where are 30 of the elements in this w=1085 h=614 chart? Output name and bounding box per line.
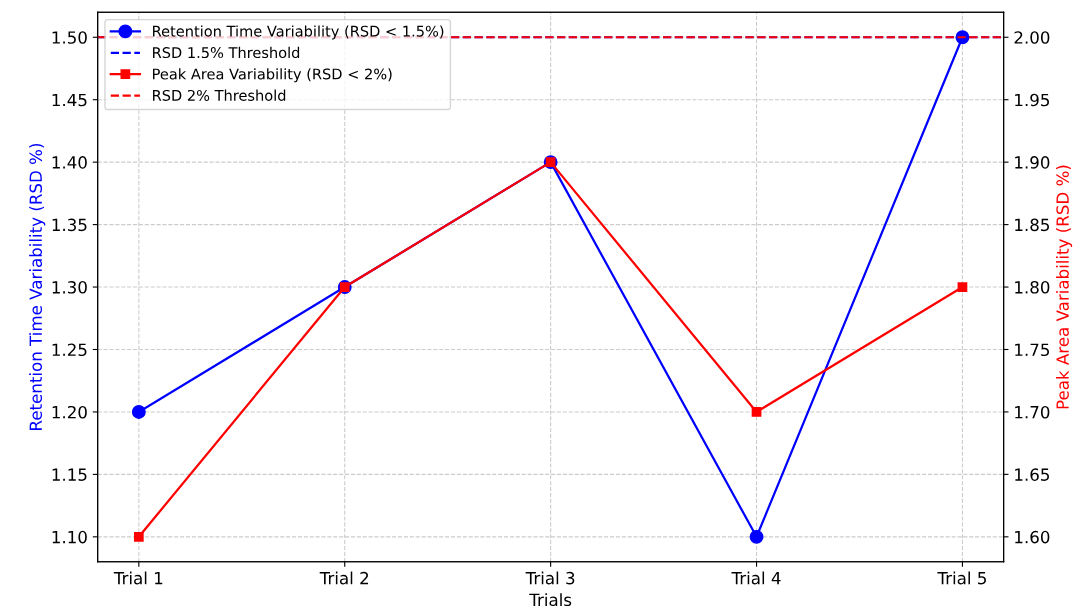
y2-tick-label: 1.95 bbox=[1015, 93, 1049, 107]
y-tick-label: 1.15 bbox=[52, 468, 87, 481]
y2-tick-label: 1.60 bbox=[1015, 530, 1050, 544]
y-tick-label: 1.40 bbox=[52, 156, 87, 169]
x-tick-label: Trial 5 bbox=[937, 571, 986, 585]
y2-tick-label: 1.65 bbox=[1015, 468, 1049, 481]
y2-tick-label: 1.70 bbox=[1015, 405, 1050, 419]
legend-label: RSD 2% Threshold bbox=[153, 89, 286, 101]
y-tick-label: 1.20 bbox=[52, 405, 87, 419]
y-axis-title: Retention Time Variability (RSD %) bbox=[29, 143, 46, 430]
x-tick-label: Trial 3 bbox=[525, 571, 575, 585]
y-tick-label: 1.45 bbox=[52, 93, 87, 107]
y-tick-label: 1.50 bbox=[52, 31, 87, 44]
y-tick-label: 1.35 bbox=[52, 218, 87, 232]
y-tick-label: 1.10 bbox=[52, 530, 87, 544]
x-tick-label: Trial 4 bbox=[731, 571, 781, 585]
legend-label: Peak Area Variability (RSD < 2%) bbox=[153, 68, 392, 83]
y2-axis-title: Peak Area Variability (RSD %) bbox=[1056, 165, 1073, 409]
y2-tick-label: 1.85 bbox=[1015, 218, 1049, 232]
legend-label: RSD 1.5% Threshold bbox=[153, 46, 300, 59]
y2-tick-label: 1.90 bbox=[1015, 156, 1050, 169]
x-tick-label: Trial 1 bbox=[113, 571, 163, 585]
x-axis-title: Trials bbox=[529, 593, 572, 607]
legend-label: Retention Time Variability (RSD < 1.5%) bbox=[153, 25, 444, 40]
y-tick-label: 1.25 bbox=[52, 343, 87, 357]
y2-tick-label: 1.80 bbox=[1015, 281, 1050, 294]
x-tick-label: Trial 2 bbox=[319, 571, 369, 585]
y2-tick-label: 1.75 bbox=[1015, 343, 1049, 357]
y2-tick-label: 2.00 bbox=[1014, 31, 1050, 44]
y-tick-label: 1.30 bbox=[52, 281, 87, 294]
